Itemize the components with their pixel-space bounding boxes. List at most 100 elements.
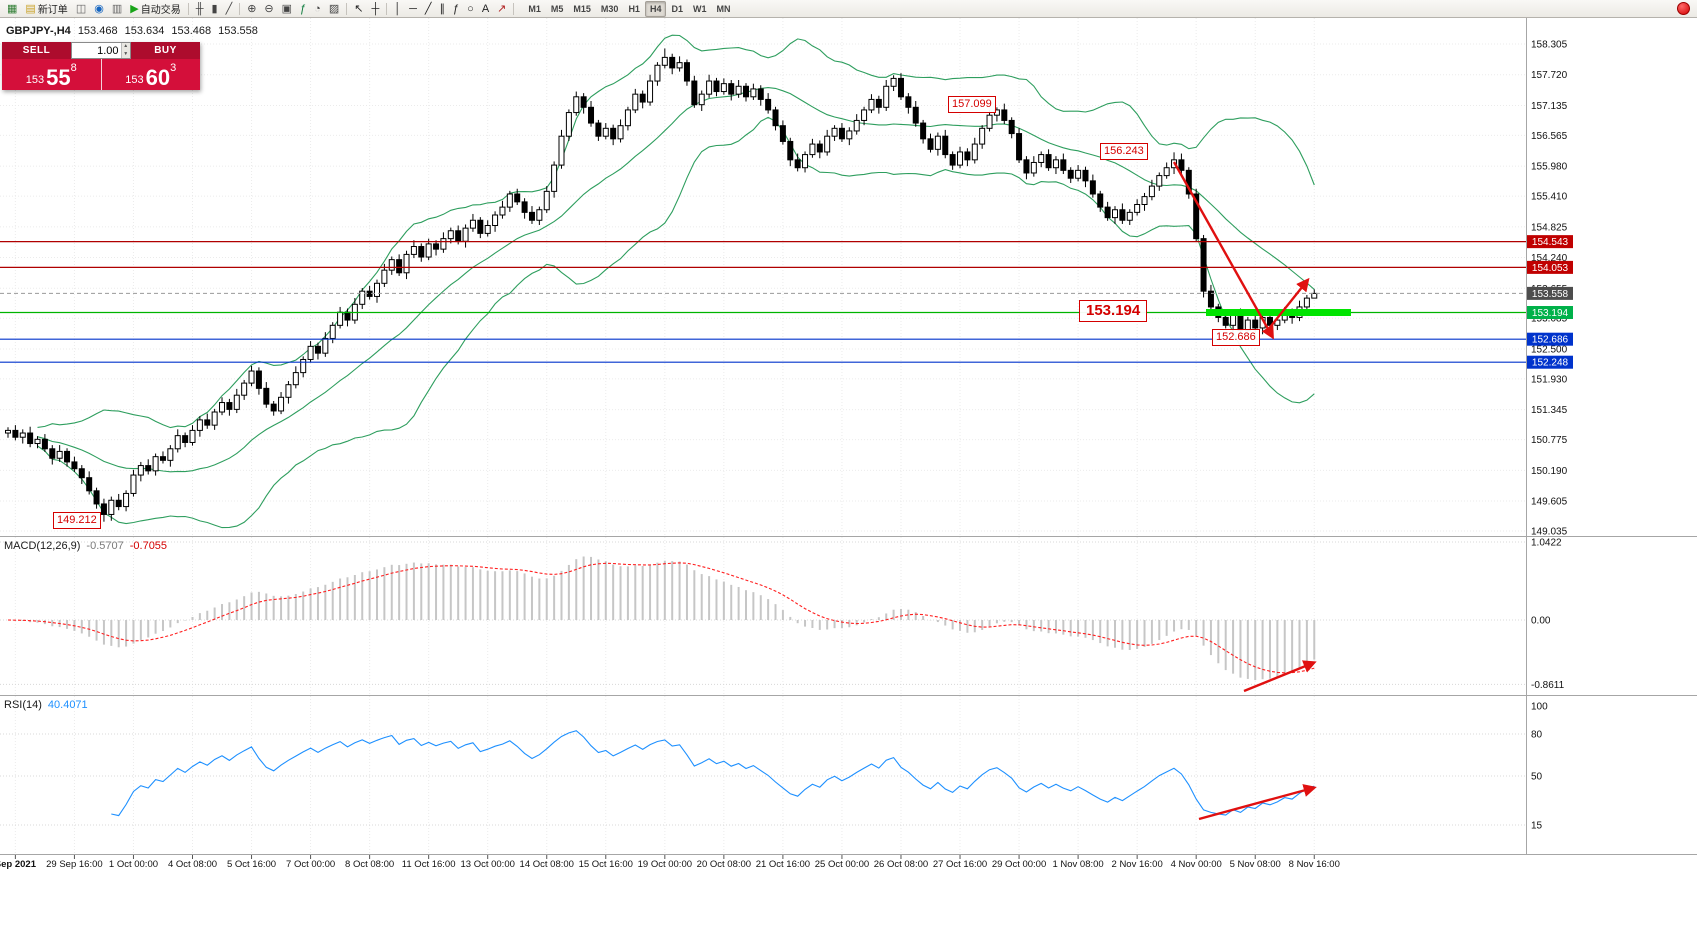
line-chart-icon: ╱ [225,2,233,15]
toolbar-separator [513,2,515,15]
chart-price-annotation: 156.243 [1100,143,1148,160]
cursor-icon[interactable]: ↖ [350,0,367,18]
notification-icon[interactable] [1677,2,1690,15]
svg-text:157.720: 157.720 [1531,70,1568,81]
tile-windows-icon: ▣ [281,2,293,15]
svg-text:8 Oct 08:00: 8 Oct 08:00 [345,859,394,870]
rsi-value: 40.4071 [47,699,88,711]
toolbar-icons: ▦ ▤ 新订单 ◫ ◉ ▥ ▶ 自动交易 ╫ ▮ ╱ ⊕ ⊖ ▣ ƒ ◔ ▨ ↖ ┼ │ ─ ╱ ∥ ƒ ○ A ↗ [3,0,517,17]
svg-text:4 Nov 00:00: 4 Nov 00:00 [1171,859,1222,870]
arrows-tool-icon[interactable]: ↗ [493,0,510,18]
trendline-icon[interactable]: ╱ [421,0,436,18]
vertical-line-icon[interactable]: │ [390,0,405,18]
toolbar: ▦ ▤ 新订单 ◫ ◉ ▥ ▶ 自动交易 ╫ ▮ ╱ ⊕ ⊖ ▣ ƒ ◔ ▨ ↖ ┼ │ ─ ╱ ∥ ƒ ○ A ↗ M1 M5 M15… [0,0,1697,18]
new-chart-icon[interactable]: ▦ [3,0,21,18]
timeframe-h1[interactable]: H1 [628,3,640,14]
svg-text:149.035: 149.035 [1531,527,1568,538]
svg-text:7 Oct 00:00: 7 Oct 00:00 [286,859,335,870]
timeframe-d1[interactable]: D1 [671,3,683,14]
rsi-label: RSI(14) [4,699,42,711]
svg-text:153.558: 153.558 [1532,289,1569,300]
svg-text:19 Oct 00:00: 19 Oct 00:00 [638,859,692,870]
history-center-icon: ▥ [111,2,123,15]
chart-symbol-period: GBPJPY-,H4 [6,25,71,37]
svg-text:80: 80 [1531,730,1543,741]
templates-icon[interactable]: ▨ [325,0,343,18]
timeframe-m30[interactable]: M30 [600,3,619,14]
bid-prefix: 153 [25,74,45,86]
layouts-icon: ◫ [75,2,87,15]
bar-chart-icon[interactable]: ╫ [192,0,208,18]
new-order-button-label: 新订单 [37,5,68,16]
svg-text:155.980: 155.980 [1531,162,1568,173]
timeframe-h4[interactable]: H4 [644,0,667,17]
fibonacci-icon: ƒ [453,2,460,15]
auto-trading-button[interactable]: ▶ 自动交易 [126,0,184,18]
line-chart-icon[interactable]: ╱ [222,0,237,18]
periods-icon[interactable]: ◔ [310,0,325,18]
zoom-out-icon[interactable]: ⊖ [260,0,277,18]
svg-text:150.190: 150.190 [1531,466,1568,477]
zoom-out-icon: ⊖ [264,2,274,15]
volume-up-button[interactable]: ▲ [121,43,130,51]
timeframe-mn[interactable]: MN [716,3,731,14]
one-click-trading-panel: SELL ▲ ▼ BUY 153 55 8 153 60 3 [2,42,200,90]
indicators-icon[interactable]: ƒ [296,0,310,18]
svg-text:15 Oct 16:00: 15 Oct 16:00 [579,859,633,870]
svg-text:156.565: 156.565 [1531,131,1568,142]
arrows-tool-icon: ↗ [497,2,507,15]
chart-open-value: 153.468 [77,25,118,37]
chart-low-value: 153.468 [171,25,212,37]
timeframe-w1[interactable]: W1 [692,3,707,14]
trendline-icon: ╱ [424,2,432,15]
chart-price-annotation: 149.212 [53,512,101,529]
history-center-icon[interactable]: ▥ [108,0,126,18]
svg-text:5 Oct 16:00: 5 Oct 16:00 [227,859,276,870]
refresh-icon[interactable]: ◉ [90,0,108,18]
svg-text:151.345: 151.345 [1531,405,1568,416]
zoom-in-icon[interactable]: ⊕ [243,0,260,18]
shapes-icon: ○ [467,2,474,15]
buy-price-button[interactable]: 153 60 3 [100,59,200,90]
svg-text:100: 100 [1531,702,1548,713]
volume-down-button[interactable]: ▼ [121,50,130,58]
svg-text:153.194: 153.194 [1532,308,1569,319]
timeframe-m1[interactable]: M1 [528,3,541,14]
svg-text:20 Oct 08:00: 20 Oct 08:00 [697,859,751,870]
svg-text:157.135: 157.135 [1531,101,1568,112]
chart-price-annotation: 157.099 [948,96,996,113]
svg-text:154.053: 154.053 [1532,263,1569,274]
svg-text:25 Oct 00:00: 25 Oct 00:00 [815,859,869,870]
svg-text:155.410: 155.410 [1531,192,1568,203]
new-order-button[interactable]: ▤ 新订单 [21,0,71,18]
ask-point: 3 [170,62,177,74]
timeframe-m5[interactable]: M5 [550,3,564,14]
macd-header: MACD(12,26,9) -0.5707 -0.7055 [4,540,167,552]
fibonacci-icon[interactable]: ƒ [449,0,463,18]
sell-price-button[interactable]: 153 55 8 [2,59,101,90]
crosshair-icon[interactable]: ┼ [367,0,383,18]
svg-text:1.0422: 1.0422 [1531,538,1562,549]
svg-text:0.00: 0.00 [1531,616,1551,627]
text-label-icon[interactable]: A [478,0,493,18]
bid-point: 8 [70,62,77,74]
auto-trading-icon: ▶ [130,2,139,15]
candle-chart-icon[interactable]: ▮ [208,0,222,18]
rsi-header: RSI(14) 40.4071 [4,699,88,711]
chart-close-value: 153.558 [218,25,258,37]
timeframe-m15[interactable]: M15 [573,3,591,14]
buy-button[interactable]: BUY [131,42,200,59]
tile-windows-icon[interactable]: ▣ [278,0,296,18]
zoom-in-icon: ⊕ [247,2,257,15]
shapes-icon[interactable]: ○ [463,0,478,18]
sell-button[interactable]: SELL [2,42,71,59]
svg-text:Sep 2021: Sep 2021 [0,859,37,870]
svg-text:21 Oct 16:00: 21 Oct 16:00 [756,859,810,870]
new-order-icon: ▤ [25,2,36,15]
horizontal-line-icon[interactable]: ─ [405,0,421,18]
layouts-icon[interactable]: ◫ [72,0,90,18]
ask-pips: 60 [145,65,171,90]
volume-input[interactable] [72,43,121,58]
equidistant-channel-icon[interactable]: ∥ [436,0,450,18]
